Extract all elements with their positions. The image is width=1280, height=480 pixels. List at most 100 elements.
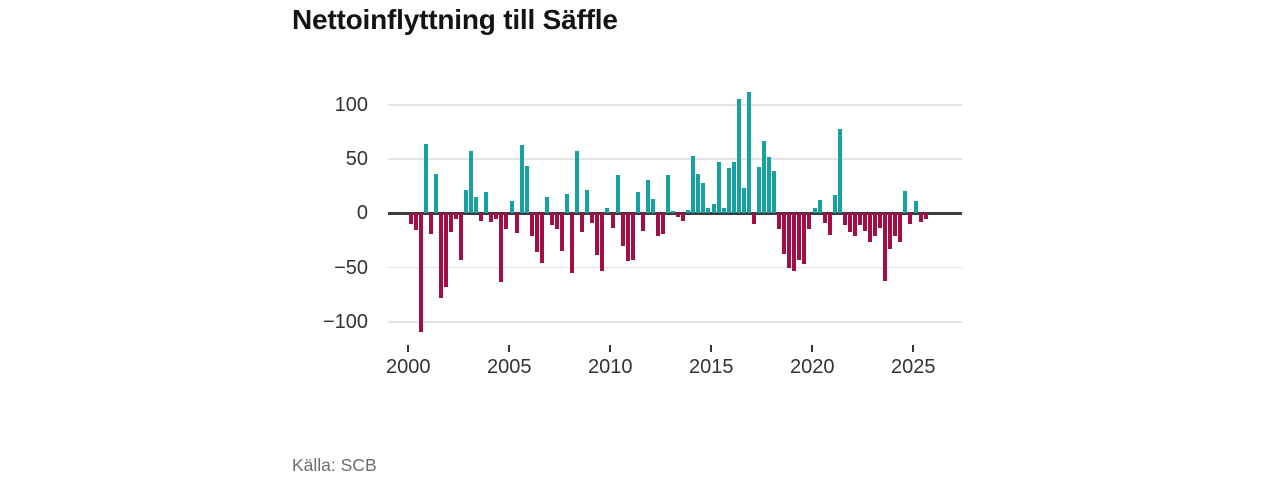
bar (459, 213, 463, 261)
x-tick-label: 2010 (588, 356, 633, 378)
x-axis-tick (407, 345, 410, 352)
bar (615, 175, 620, 214)
bar (787, 213, 792, 268)
bar (565, 193, 570, 214)
bar (827, 213, 832, 236)
x-tick-label: 2015 (689, 356, 734, 378)
bar (464, 189, 469, 214)
bar (863, 213, 867, 231)
bar (494, 213, 499, 219)
bar (792, 213, 797, 271)
bar (484, 191, 489, 214)
y-tick-label: 50 (345, 148, 368, 171)
y-tick-label: 0 (356, 202, 368, 225)
x-axis-tick (710, 345, 713, 352)
bar (514, 213, 519, 233)
bar (762, 140, 766, 214)
bar (549, 213, 554, 226)
bar (413, 213, 418, 230)
bar (772, 171, 777, 214)
bar (721, 207, 726, 214)
bar (903, 190, 908, 214)
bar (696, 174, 701, 214)
bar (908, 213, 913, 225)
bar (822, 213, 827, 224)
bar (519, 144, 524, 214)
y-tick-label: −100 (322, 311, 368, 333)
bar (504, 213, 509, 229)
bar (852, 213, 857, 237)
bar (509, 201, 514, 214)
bar (635, 191, 640, 214)
bar (857, 213, 862, 226)
bar (847, 213, 852, 232)
x-axis-tick (912, 345, 915, 352)
bar (888, 213, 893, 250)
bar (408, 213, 413, 225)
bar (610, 213, 615, 228)
bar (898, 213, 903, 242)
x-axis-tick (609, 345, 612, 352)
bar (671, 211, 676, 214)
bar (893, 213, 898, 237)
bar (489, 213, 494, 223)
bar (645, 179, 650, 214)
bar (595, 213, 600, 255)
bar (423, 143, 428, 214)
bar (868, 213, 873, 242)
bar (736, 99, 741, 214)
x-axis-zero-line (388, 212, 962, 215)
bar (479, 213, 484, 221)
x-tick-label: 2020 (790, 356, 835, 378)
bar (726, 167, 731, 214)
bar (756, 166, 761, 214)
x-tick-label: 2005 (487, 356, 532, 378)
bar (807, 213, 812, 229)
bar (686, 210, 691, 214)
bar (777, 213, 782, 229)
bar (625, 213, 630, 262)
bar (666, 175, 671, 214)
bar (524, 165, 529, 214)
bar (878, 213, 883, 228)
bar (453, 213, 458, 219)
bar (575, 151, 580, 214)
bar (716, 162, 721, 214)
bar (640, 213, 645, 231)
gridline (388, 104, 962, 106)
bar (681, 213, 686, 221)
x-axis-tick (508, 345, 511, 352)
bar (469, 151, 474, 214)
bar (691, 155, 696, 214)
bar (741, 188, 746, 214)
bar (529, 213, 534, 237)
bar (782, 213, 787, 254)
bar (438, 213, 443, 299)
bar (590, 213, 595, 224)
bar (711, 203, 716, 214)
x-tick-label: 2025 (891, 356, 936, 378)
bar (832, 194, 837, 214)
bar (767, 156, 772, 214)
bar (428, 213, 433, 235)
bar (706, 207, 711, 214)
bar (554, 213, 559, 229)
bar (585, 189, 590, 214)
bar (746, 91, 751, 214)
x-axis-tick (811, 345, 814, 352)
bar (443, 213, 448, 288)
bar (499, 213, 504, 282)
chart-title: Nettoinflyttning till Säffle (292, 4, 618, 35)
bar (570, 213, 575, 274)
bar (544, 197, 549, 214)
bar (918, 213, 923, 223)
gridline (388, 321, 962, 323)
bar (661, 213, 665, 235)
bar (534, 213, 539, 253)
bar (620, 213, 625, 246)
bar (873, 213, 878, 237)
y-tick-label: −50 (334, 256, 368, 279)
bar (650, 199, 655, 214)
bar (923, 213, 928, 219)
